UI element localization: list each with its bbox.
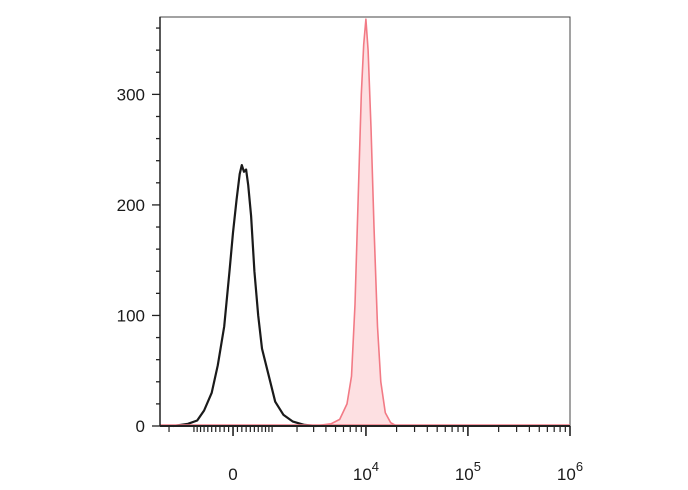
series-layer xyxy=(160,18,570,428)
y-axis: 0 100 200 300 xyxy=(117,17,161,436)
series-1-area xyxy=(313,19,397,426)
y-tick-label: 100 xyxy=(117,306,145,325)
x-axis: 0 104 105 106 xyxy=(160,425,583,484)
series-1-line xyxy=(313,18,397,427)
x-tick-label: 0 xyxy=(228,465,237,484)
x-tick-label: 106 xyxy=(557,459,583,484)
x-tick-label: 105 xyxy=(455,459,481,484)
series-0-line xyxy=(173,164,317,428)
y-tick-label: 200 xyxy=(117,196,145,215)
y-tick-label: 300 xyxy=(117,85,145,104)
x-tick-label: 104 xyxy=(353,459,379,484)
y-tick-label: 0 xyxy=(136,417,145,436)
